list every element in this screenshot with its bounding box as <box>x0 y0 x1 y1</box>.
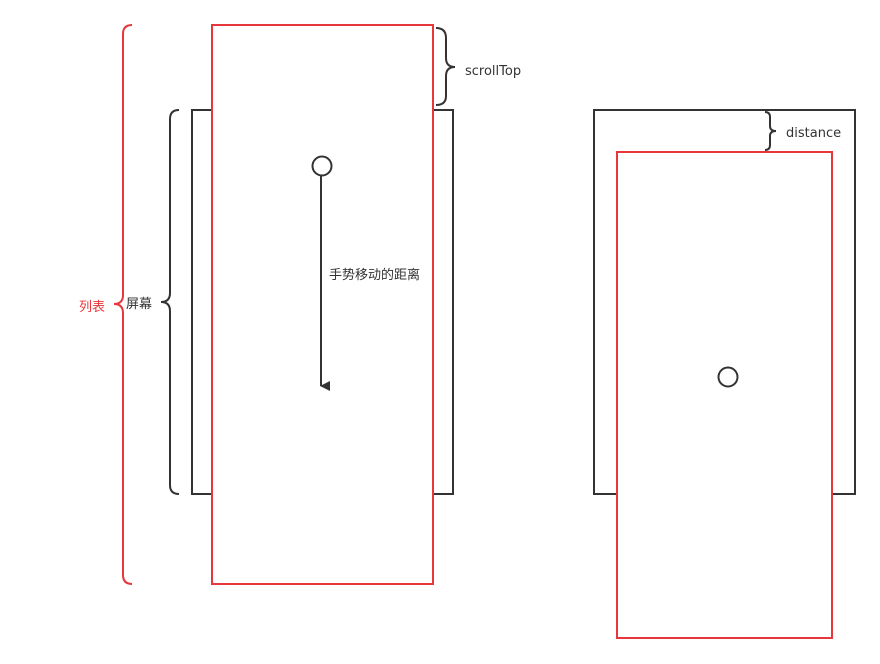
distance-brace <box>764 111 777 151</box>
screen-brace <box>160 109 180 495</box>
scrolltop-label: scrollTop <box>465 64 521 79</box>
screen-label: 屏幕 <box>126 297 152 312</box>
touch-end-circle <box>717 366 739 388</box>
list-label: 列表 <box>79 300 105 315</box>
scrolltop-brace <box>435 27 456 106</box>
gesture-distance-label: 手势移动的距离 <box>329 267 420 283</box>
touch-start-circle <box>311 155 333 177</box>
list-frame-right <box>616 151 833 639</box>
list-frame-left <box>211 24 434 585</box>
distance-label: distance <box>786 126 841 141</box>
list-brace <box>113 24 133 585</box>
